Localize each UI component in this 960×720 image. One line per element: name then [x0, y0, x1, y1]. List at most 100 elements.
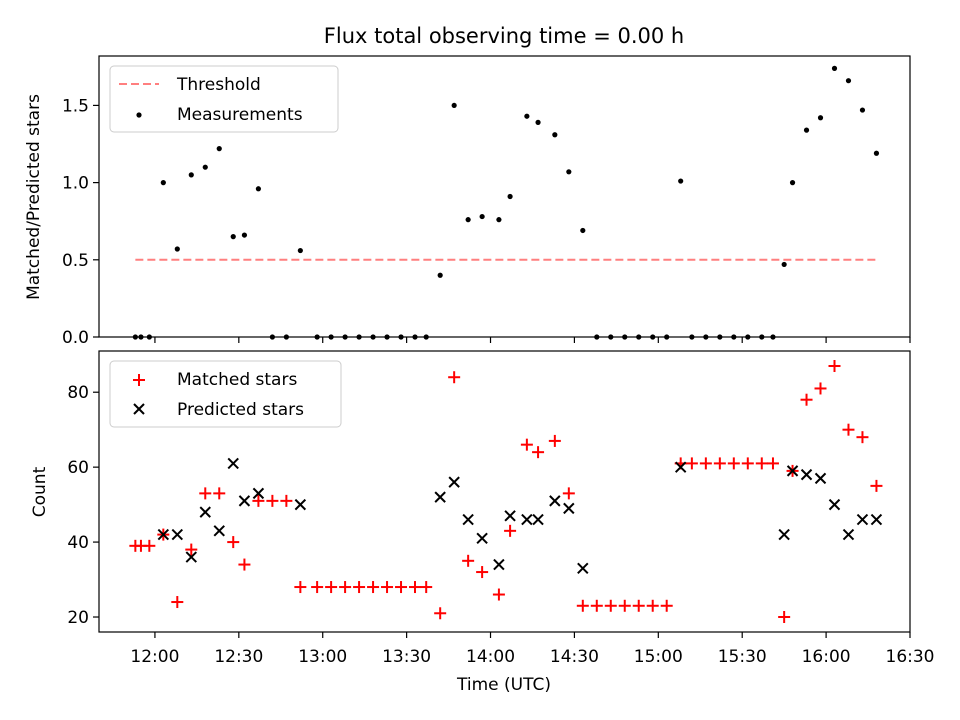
predicted-star-point: [549, 495, 561, 507]
legend-measurements-swatch: [136, 112, 142, 118]
measurement-point: [678, 178, 684, 184]
measurement-point: [566, 169, 572, 175]
chart-title: Flux total observing time = 0.00 h: [324, 24, 684, 48]
predicted-star-point: [532, 513, 544, 526]
ratio-y-axis: 0.0 0.5 1.0 1.5: [62, 96, 99, 348]
matched-star-point: [143, 539, 156, 552]
ratio-axes-frame: [98, 55, 911, 338]
predicted-star-point: [434, 491, 446, 503]
count-y-tick-label: 80: [67, 383, 89, 403]
matched-star-point: [842, 423, 855, 436]
matched-star-point: [280, 494, 293, 507]
matched-star-point: [434, 607, 447, 620]
predicted-star-point: [171, 528, 184, 541]
predicted-star-point: [185, 551, 197, 563]
x-tick-label: 15:00: [634, 647, 683, 667]
predicted-star-point: [814, 472, 827, 485]
predicted-star-point: [521, 513, 533, 526]
matched-star-point: [381, 581, 394, 594]
matched-star-point: [353, 581, 366, 594]
count-y-axis: 20 40 60 80: [67, 383, 99, 628]
matched-star-point: [685, 457, 698, 470]
measurement-point: [831, 65, 838, 71]
matched-star-point: [660, 599, 673, 612]
matched-star-point: [504, 524, 517, 537]
x-tick-label: 13:00: [298, 647, 347, 667]
measurement-point: [451, 102, 457, 109]
ratio-x-ticks: [154, 337, 911, 343]
legend-measurements-label: Measurements: [177, 105, 303, 125]
matched-star-point: [532, 446, 545, 459]
measurement-point: [781, 261, 787, 268]
measurement-point: [202, 164, 208, 170]
x-tick-label: 15:30: [718, 647, 767, 667]
matched-star-point: [778, 611, 791, 624]
matched-star-point: [420, 581, 433, 594]
x-tick-label: 12:30: [214, 647, 263, 667]
matched-star-point: [856, 431, 869, 444]
matched-star-point: [252, 494, 265, 507]
x-tick-label: 13:30: [382, 647, 431, 667]
predicted-star-point: [828, 498, 841, 511]
matched-star-point: [618, 599, 631, 612]
measurement-point: [241, 232, 248, 238]
predicted-star-point: [870, 513, 883, 526]
matched-star-point: [367, 581, 380, 594]
matched-star-point: [713, 457, 726, 470]
matched-star-point: [185, 543, 198, 556]
legend-predicted-swatch: [133, 403, 145, 415]
measurement-point: [216, 146, 222, 152]
measurement-point: [535, 119, 541, 125]
count-axes-frame: [98, 350, 911, 633]
matched-star-point: [199, 487, 212, 500]
x-tick-label: 12:00: [130, 647, 179, 667]
count-x-axis: 12:00 12:30 13:00 13:30 14:00 14:30 15:00 15:30…: [130, 632, 935, 667]
legend-predicted-label: Predicted stars: [177, 400, 304, 420]
measurement-point: [524, 113, 530, 119]
measurement-point: [160, 180, 166, 186]
count-legend-box: [109, 360, 342, 428]
measurement-point: [465, 217, 471, 223]
matched-star-point: [548, 434, 561, 447]
matched-star-point: [755, 457, 768, 470]
ratio-y-tick-label: 1.5: [62, 96, 89, 116]
measurement-point: [297, 247, 303, 254]
matched-star-point: [562, 487, 575, 500]
predicted-star-point: [856, 513, 869, 526]
matched-star-point: [171, 596, 184, 609]
measurement-point: [845, 78, 852, 84]
count-y-tick-label: 40: [67, 533, 89, 553]
ratio-y-axis-label: Matched/Predicted stars: [24, 94, 44, 300]
matched-star-point: [476, 566, 489, 579]
predicted-star-point: [227, 457, 239, 470]
x-axis-label: Time (UTC): [456, 675, 551, 695]
matched-star-point: [395, 581, 408, 594]
matched-star-point: [870, 479, 883, 492]
measurement-point: [817, 115, 824, 121]
legend-matched-label: Matched stars: [177, 370, 297, 390]
measurement-point: [580, 227, 586, 234]
ratio-y-tick-label: 0.0: [62, 328, 89, 348]
ratio-y-tick-label: 0.5: [62, 251, 89, 271]
matched-star-point: [741, 457, 754, 470]
predicted-star-point: [213, 525, 225, 537]
matched-star-point: [227, 536, 240, 549]
ratio-panel: Flux total observing time = 0.00 h 0.0 0.…: [24, 24, 911, 348]
matched-star-point: [213, 487, 226, 500]
matched-star-point: [409, 581, 422, 594]
matched-star-point: [492, 588, 505, 601]
count-legend: Matched stars Predicted stars: [109, 360, 342, 428]
predicted-star-point: [786, 465, 799, 477]
matched-star-point: [238, 558, 251, 571]
matched-star-point: [766, 457, 779, 470]
predicted-star-point: [448, 476, 460, 488]
measurement-point: [437, 272, 443, 278]
matched-star-point: [727, 457, 740, 470]
count-plot-area: [129, 359, 883, 624]
measurement-point: [803, 127, 810, 133]
matched-star-point: [311, 581, 324, 594]
measurement-point: [552, 132, 558, 138]
legend-matched-swatch: [133, 374, 145, 386]
ratio-legend-box: [109, 65, 339, 133]
measurement-point: [174, 246, 180, 252]
